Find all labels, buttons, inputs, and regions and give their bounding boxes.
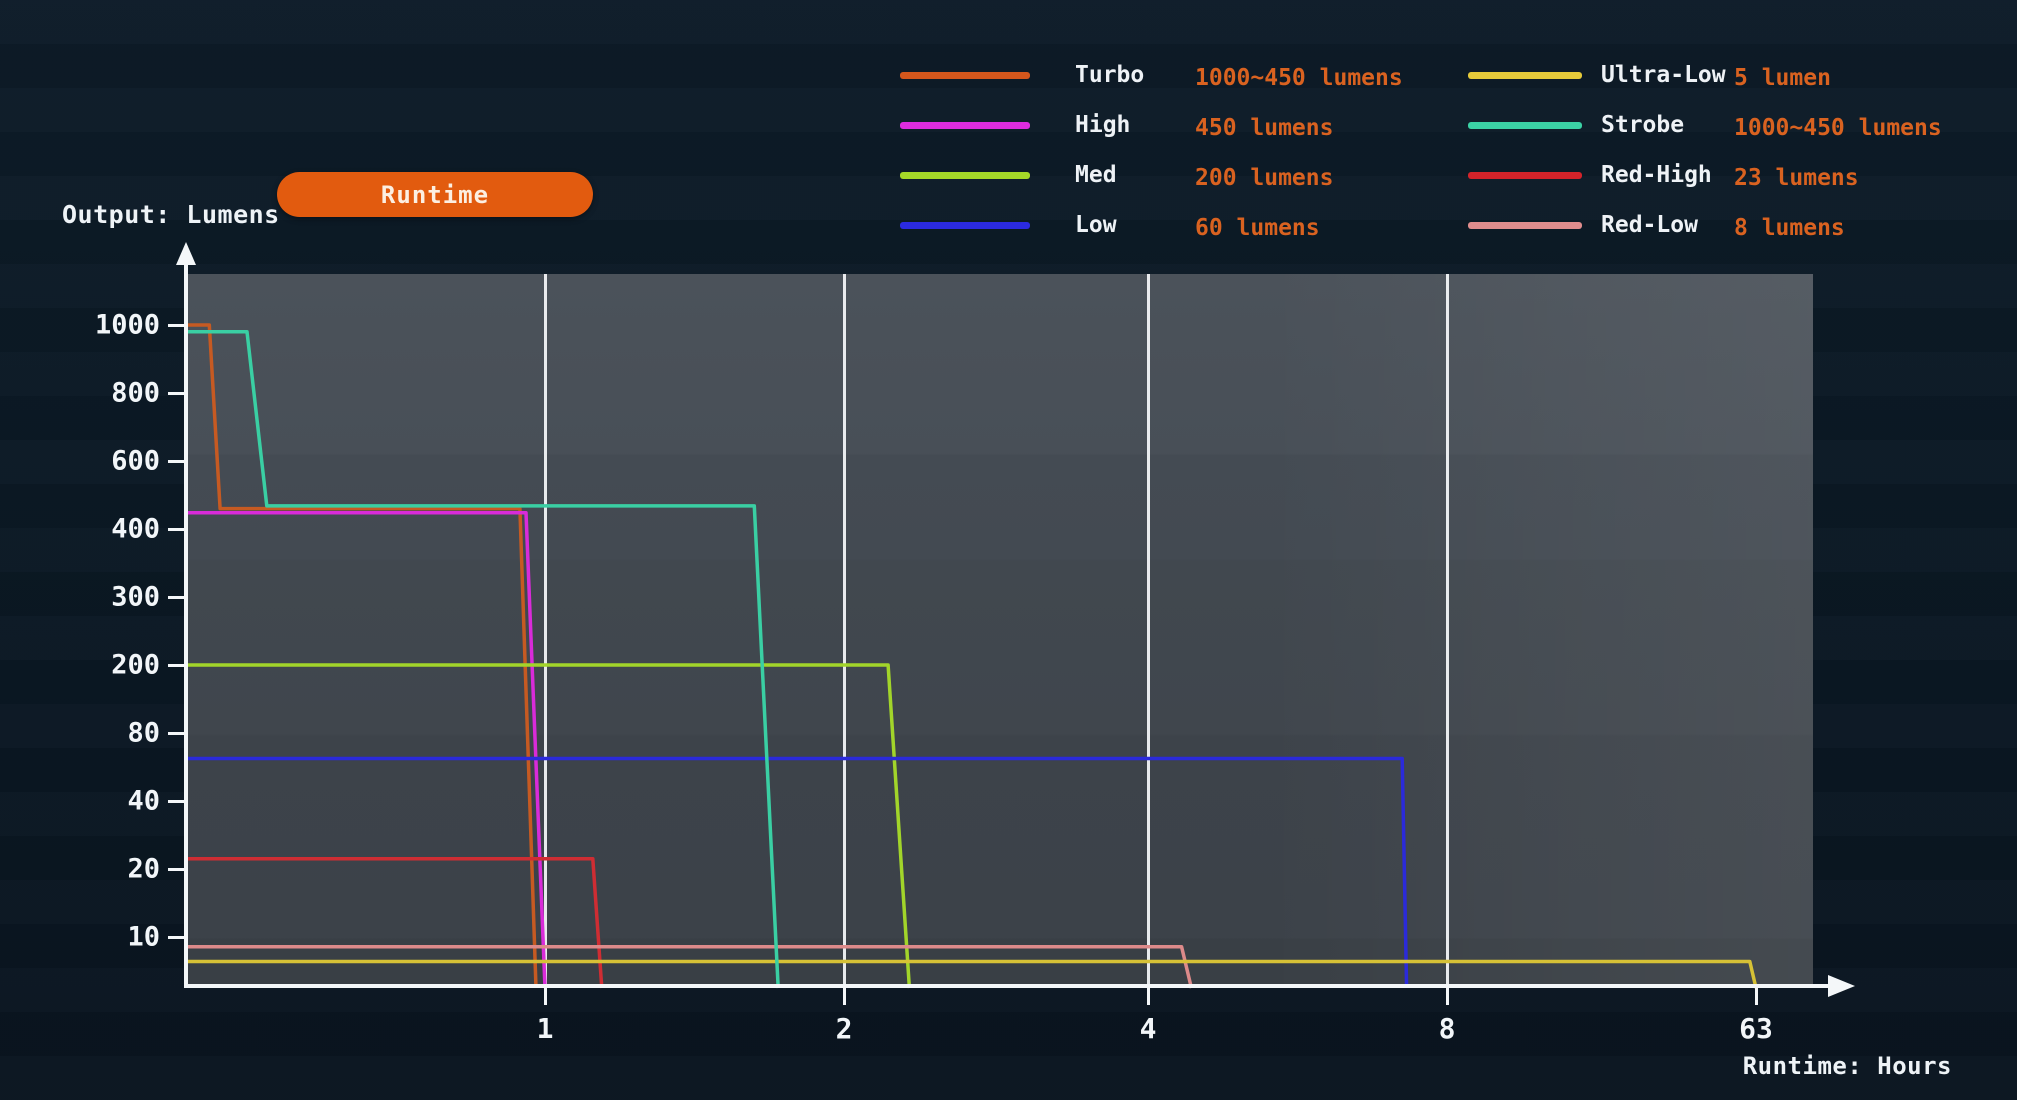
- legend-swatch-ultra-low: [1468, 71, 1582, 79]
- x-axis-line: [184, 984, 1830, 988]
- y-tick-label-40: 40: [127, 785, 160, 817]
- x-axis-title: Runtime: Hours: [1742, 1052, 1952, 1080]
- gridline-x-4: [1146, 274, 1150, 986]
- series-line-red-low: [186, 945, 1194, 989]
- series-line-turbo: [186, 323, 538, 989]
- gridline-x-2: [842, 274, 846, 986]
- legend-lumens-value: 1000~450 lumens: [1195, 64, 1403, 91]
- y-tick-label-80: 80: [127, 717, 160, 749]
- legend-lumens-value: 450 lumens: [1195, 114, 1334, 141]
- runtime-button[interactable]: Runtime: [277, 172, 593, 217]
- y-tick-label-400: 400: [111, 513, 160, 545]
- y-axis-line: [184, 260, 188, 986]
- x-tick-label-2: 2: [835, 1012, 853, 1045]
- legend-entry-strobe: Strobe 1000~450 lumens: [1468, 100, 1942, 150]
- legend-lumens-value: 8 lumens: [1734, 214, 1845, 241]
- legend-lumens-value: 5 lumen: [1734, 64, 1831, 91]
- y-tick-mark-10: [168, 935, 186, 939]
- legend-mode-label: Low: [1075, 212, 1117, 238]
- y-tick-mark-200: [168, 663, 186, 667]
- series-lines: [186, 323, 1758, 989]
- y-tick-mark-400: [168, 527, 186, 531]
- y-tick-label-200: 200: [111, 649, 160, 681]
- series-line-ultra-low: [186, 959, 1758, 989]
- series-line-med: [186, 663, 912, 989]
- legend-entry-high: High 450 lumens: [900, 100, 1403, 150]
- y-tick-label-20: 20: [127, 853, 160, 885]
- x-axis-arrow-icon: [1828, 975, 1855, 997]
- y-tick-mark-300: [168, 595, 186, 599]
- x-tick-label-1: 1: [536, 1012, 554, 1045]
- y-tick-mark-800: [168, 391, 186, 395]
- y-axis-arrow-icon: [176, 242, 196, 265]
- x-tick-label-63: 63: [1739, 1012, 1773, 1045]
- legend-lumens-value: 1000~450 lumens: [1734, 114, 1942, 141]
- legend-entry-red-low: Red-Low 8 lumens: [1468, 200, 1942, 250]
- legend-swatch-red-high: [1468, 171, 1582, 179]
- legend-swatch-med: [900, 171, 1030, 179]
- x-tick-mark-8: [1445, 988, 1449, 1005]
- legend-mode-label: Red-Low: [1601, 212, 1698, 238]
- x-tick-mark-1: [543, 988, 547, 1005]
- gridline-x-1: [543, 274, 547, 986]
- y-tick-label-600: 600: [111, 445, 160, 477]
- series-line-red-high: [186, 857, 604, 989]
- gridline-x-8: [1445, 274, 1449, 986]
- legend-mode-label: Med: [1075, 162, 1117, 188]
- legend-entry-red-high: Red-High 23 lumens: [1468, 150, 1942, 200]
- series-line-strobe: [186, 330, 780, 989]
- legend-swatch-red-low: [1468, 221, 1582, 229]
- legend-entry-ultra-low: Ultra-Low 5 lumen: [1468, 50, 1942, 100]
- x-tick-mark-2: [842, 988, 846, 1005]
- x-tick-mark-4: [1146, 988, 1150, 1005]
- legend-swatch-turbo: [900, 71, 1030, 79]
- legend-swatch-strobe: [1468, 121, 1582, 129]
- legend-group-left: Turbo 1000~450 lumens High 450 lumens Med 200…: [900, 50, 1403, 250]
- y-tick-mark-600: [168, 459, 186, 463]
- legend-swatch-high: [900, 121, 1030, 129]
- x-tick-label-4: 4: [1139, 1012, 1157, 1045]
- y-tick-label-1000: 1000: [94, 309, 160, 341]
- y-tick-mark-80: [168, 731, 186, 735]
- legend-entry-low: Low 60 lumens: [900, 200, 1403, 250]
- y-axis-title: Output: Lumens: [62, 200, 280, 229]
- legend-lumens-value: 200 lumens: [1195, 164, 1334, 191]
- legend-mode-label: Red-High: [1601, 162, 1712, 188]
- y-tick-mark-20: [168, 867, 186, 871]
- y-tick-label-10: 10: [127, 921, 160, 953]
- y-tick-mark-40: [168, 799, 186, 803]
- y-tick-label-800: 800: [111, 377, 160, 409]
- legend-group-right: Ultra-Low 5 lumen Strobe 1000~450 lumens Red…: [1468, 50, 1942, 250]
- legend-entry-turbo: Turbo 1000~450 lumens: [900, 50, 1403, 100]
- series-line-low: [186, 756, 1409, 989]
- legend-lumens-value: 60 lumens: [1195, 214, 1320, 241]
- y-tick-label-300: 300: [111, 581, 160, 613]
- y-tick-mark-1000: [168, 323, 186, 327]
- legend-mode-label: Strobe: [1601, 112, 1685, 138]
- x-tick-mark-63: [1754, 988, 1758, 1005]
- legend-mode-label: High: [1075, 112, 1131, 138]
- series-line-high: [186, 510, 547, 989]
- legend-swatch-low: [900, 221, 1030, 229]
- legend-mode-label: Ultra-Low: [1601, 62, 1726, 88]
- legend-entry-med: Med 200 lumens: [900, 150, 1403, 200]
- legend-lumens-value: 23 lumens: [1734, 164, 1859, 191]
- x-tick-label-8: 8: [1438, 1012, 1456, 1045]
- legend-mode-label: Turbo: [1075, 62, 1145, 88]
